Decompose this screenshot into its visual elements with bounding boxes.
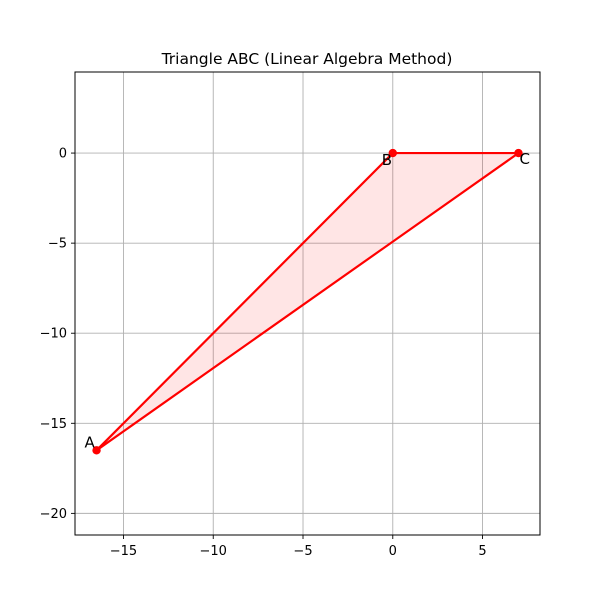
plot-frame: [74, 71, 541, 536]
vertex-a-marker: [92, 446, 101, 455]
grid-layer: [75, 72, 540, 535]
x-tick-label: 5: [478, 544, 486, 559]
x-tick-label: −5: [293, 544, 312, 559]
vertex-b-marker: [388, 148, 397, 158]
edge-ab: [95, 151, 394, 452]
vertex-a-label: A: [85, 433, 96, 451]
x-tick-label: 0: [389, 544, 397, 559]
vertex-c-label: C: [519, 150, 529, 168]
tick-layer: −15 −10 −5 0 5 0 −5 −10 −15 −20: [40, 147, 487, 559]
vertex-c-marker: [514, 148, 523, 158]
vertex-b-label: B: [382, 151, 392, 169]
y-tick-label: −10: [40, 327, 67, 342]
edge-ca: [95, 151, 520, 452]
chart-title: Triangle ABC (Linear Algebra Method): [161, 50, 453, 68]
data-layer: A B C: [85, 148, 530, 455]
y-tick-label: −15: [40, 417, 67, 432]
y-tick-label: 0: [59, 147, 67, 162]
x-tick-label: −15: [110, 544, 137, 559]
y-tick-label: −20: [40, 507, 67, 522]
x-tick-label: −10: [200, 544, 227, 559]
y-tick-label: −5: [48, 237, 67, 252]
